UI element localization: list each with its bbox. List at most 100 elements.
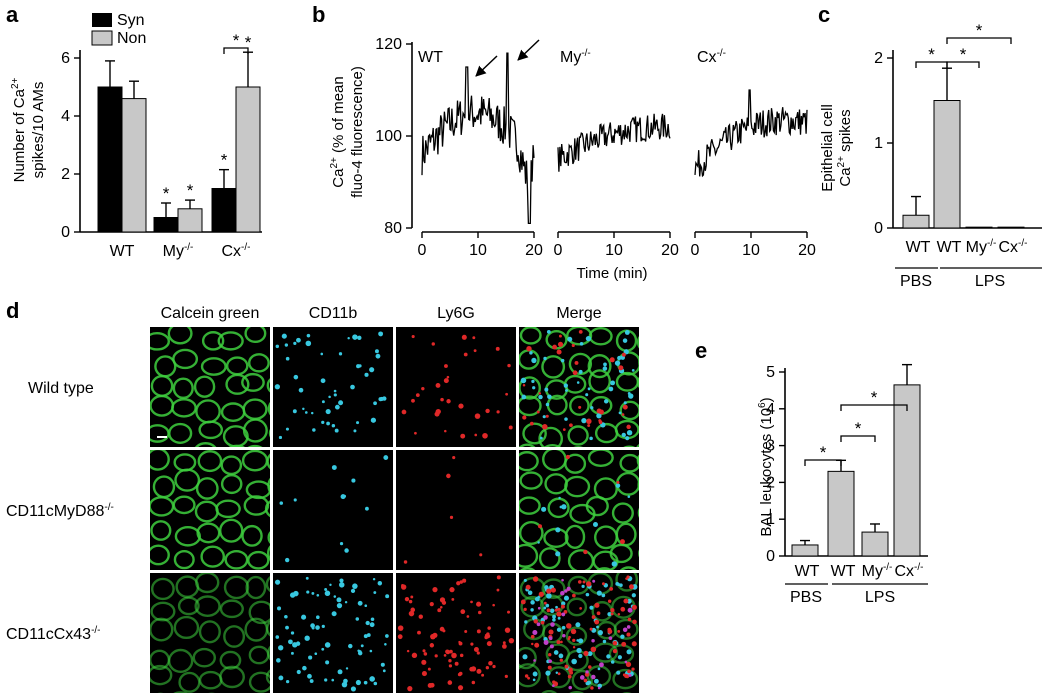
ly6g-cell xyxy=(444,429,447,433)
cd11b-cell xyxy=(558,653,564,659)
ly6g-cell xyxy=(502,641,506,645)
cd11b-cell xyxy=(275,635,280,639)
cd11b-cell xyxy=(567,336,573,342)
cd11b-cell xyxy=(373,401,377,406)
ly6g-cell xyxy=(629,584,634,590)
calcein-alveolus xyxy=(587,354,612,379)
ly6g-cell xyxy=(570,628,577,635)
category-label-c-2: My-/- xyxy=(966,238,997,256)
merge-overlap-cell xyxy=(585,670,589,674)
bar-e-0 xyxy=(791,544,819,557)
ly6g-cell xyxy=(458,671,463,676)
merge-overlap-cell xyxy=(579,675,585,680)
cd11b-cell xyxy=(364,604,368,608)
cd11b-cell xyxy=(352,334,358,340)
cd11b-cell xyxy=(296,337,301,343)
category-label-e-2: My-/- xyxy=(862,562,893,580)
bar-e-1 xyxy=(827,470,855,557)
bar-a-non-0 xyxy=(121,98,147,233)
ly6g-cell xyxy=(463,352,468,357)
ly6g-cell xyxy=(421,670,427,677)
cd11b-cell xyxy=(334,428,339,433)
calcein-alveolus xyxy=(569,395,590,416)
cd11b-cell xyxy=(596,590,602,596)
ly6g-cell xyxy=(469,666,474,672)
calcein-alveolus xyxy=(623,445,636,447)
cd11b-cell xyxy=(616,670,621,675)
ly6g-cell xyxy=(508,425,513,430)
calcein-alveolus xyxy=(172,495,196,515)
ly6g-cell xyxy=(556,640,561,645)
ly6g-cell xyxy=(557,607,561,611)
cd11b-cell xyxy=(614,360,621,366)
cd11b-cell xyxy=(544,585,549,590)
cd11b-cell xyxy=(545,402,550,407)
row-label-0: Wild type xyxy=(28,380,94,397)
ly6g-cell xyxy=(564,664,569,669)
calcein-alveolus xyxy=(585,495,609,517)
cd11b-cell xyxy=(312,428,316,432)
cd11b-cell xyxy=(549,608,555,614)
calcein-alveolus xyxy=(223,625,246,648)
cd11b-cell xyxy=(585,592,590,597)
cd11b-cell xyxy=(522,654,528,660)
calcein-alveolus xyxy=(636,443,639,447)
calcein-alveolus xyxy=(201,331,225,351)
ly6g-cell xyxy=(432,587,438,593)
cd11b-cell xyxy=(631,368,635,372)
ly6g-cell xyxy=(591,615,596,619)
cd11b-cell xyxy=(617,355,622,361)
cd11b-cell xyxy=(278,675,284,681)
ly6g-cell xyxy=(610,608,615,613)
ly6g-cell xyxy=(397,625,404,631)
category-label-e-0: WT xyxy=(795,563,820,580)
category-label-e-1: WT xyxy=(831,563,856,580)
cd11b-cell xyxy=(552,618,556,622)
ly6g-cell xyxy=(505,392,508,396)
ly6g-cell xyxy=(571,343,575,348)
ly6g-cell xyxy=(440,397,444,402)
calcein-alveolus xyxy=(150,617,174,642)
cd11b-cell xyxy=(596,625,599,629)
calcein-alveolus xyxy=(519,443,536,447)
calcein-alveolus xyxy=(265,620,270,637)
cd11b-cell xyxy=(358,364,362,368)
cd11b-cell xyxy=(530,608,534,612)
ly6g-cell xyxy=(481,673,485,677)
y-ticks-a: 0 2 4 6 xyxy=(61,50,80,241)
ly6g-cell xyxy=(473,349,477,353)
ly6g-cell xyxy=(621,641,627,647)
cd11b-cell xyxy=(623,401,627,405)
trace-wt xyxy=(421,52,535,225)
cd11b-cell xyxy=(339,582,345,588)
merge-overlap-cell xyxy=(536,622,541,627)
ly6g-cell xyxy=(627,669,631,674)
ly6g-cell xyxy=(583,678,588,683)
cd11b-cell xyxy=(619,583,623,587)
cd11b-cell xyxy=(274,579,281,585)
calcein-alveolus xyxy=(567,425,589,446)
ly6g-cell xyxy=(454,661,459,666)
calcein-alveolus xyxy=(174,526,202,547)
trace-my xyxy=(557,113,671,172)
calcein-alveolus xyxy=(565,626,588,646)
y-tick-label-e-1: 1 xyxy=(766,511,775,528)
merge-overlap-cell xyxy=(592,579,596,583)
category-label-a-1: My-/- xyxy=(163,242,194,260)
ly6g-cell xyxy=(445,649,450,654)
cd11b-cell xyxy=(311,626,315,630)
cd11b-cell xyxy=(383,455,389,460)
cd11b-cell xyxy=(575,622,581,628)
calcein-alveolus xyxy=(220,473,243,495)
calcein-alveolus xyxy=(197,450,223,473)
ly6g-cell xyxy=(459,653,464,658)
bracket-c-3-line xyxy=(946,37,1012,44)
ly6g-cell xyxy=(607,627,612,632)
trace-label-cx: Cx-/- xyxy=(697,48,726,66)
y-axis-label-c-line2: Ca2+ spikes xyxy=(836,109,854,186)
x-tick-label-b-0-1: 10 xyxy=(469,242,487,259)
panel-label-b: b xyxy=(312,2,325,27)
cd11b-cell xyxy=(578,653,583,659)
category-label-e-3: Cx-/- xyxy=(894,562,923,580)
calcein-alveolus xyxy=(571,669,593,691)
